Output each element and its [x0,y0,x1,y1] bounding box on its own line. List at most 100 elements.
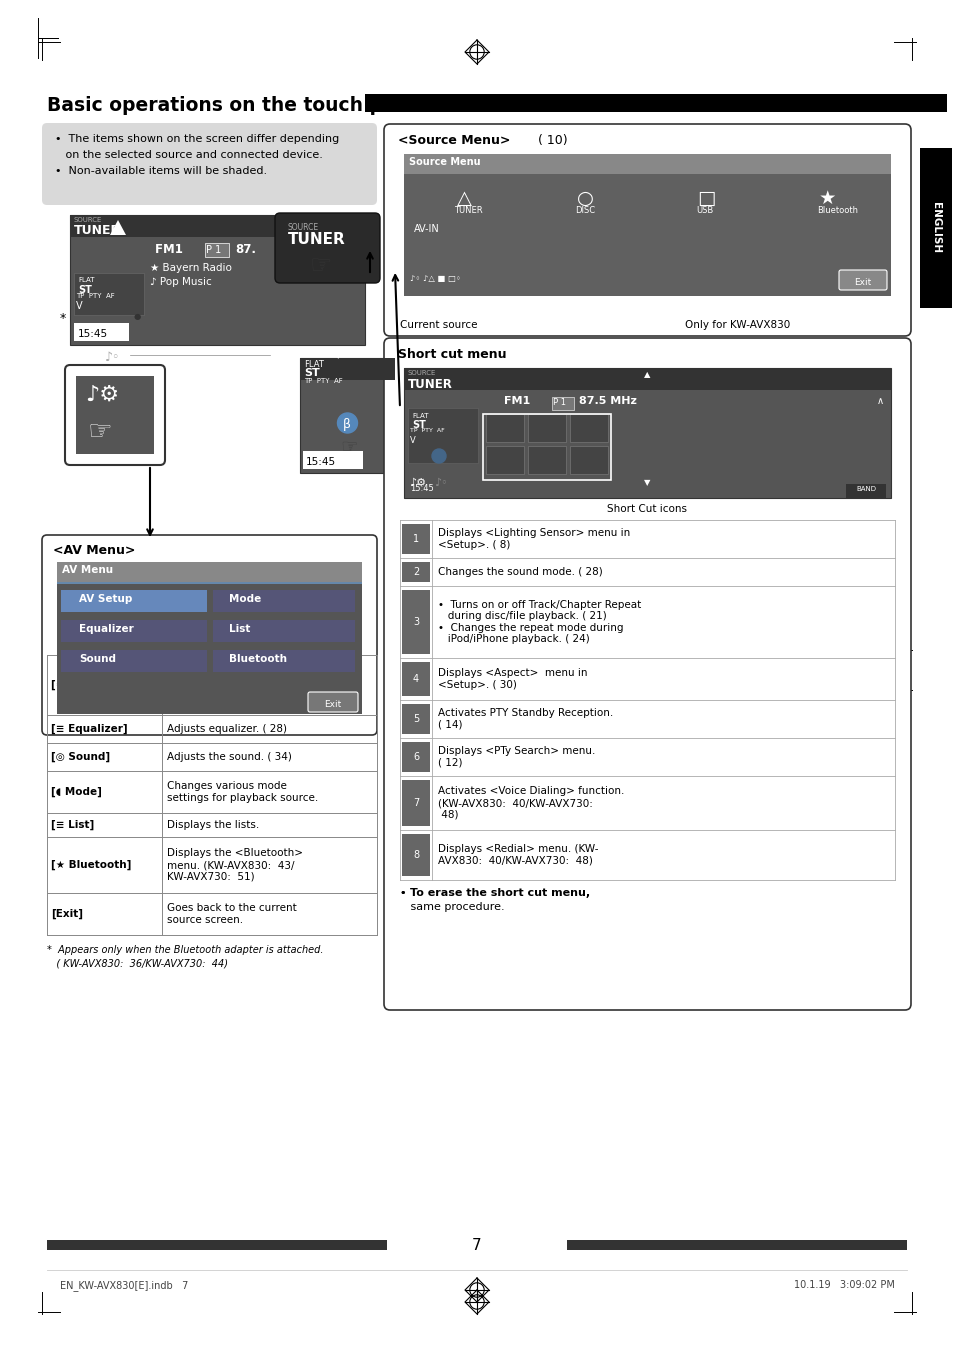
Circle shape [337,413,357,433]
Text: FLAT: FLAT [78,278,94,283]
Text: 2: 2 [413,567,418,577]
Text: ST: ST [412,420,425,431]
Text: Changes various mode
settings for playback source.: Changes various mode settings for playba… [167,781,318,803]
Text: □: □ [696,188,715,207]
Text: Adjusts equalizer. ( 28): Adjusts equalizer. ( 28) [167,724,287,734]
Text: ♪⚙: ♪⚙ [85,385,119,405]
Text: ★: ★ [818,188,835,207]
Text: Goes back to the current
source screen.: Goes back to the current source screen. [167,903,296,925]
Text: β: β [342,418,350,431]
Text: Displays <PTy Search> menu.
( 12): Displays <PTy Search> menu. ( 12) [437,746,595,768]
Text: ♪◦: ♪◦ [105,351,120,364]
Text: ♪◦: ♪◦ [434,478,447,487]
Text: Sound: Sound [79,654,116,663]
FancyBboxPatch shape [838,269,886,290]
FancyBboxPatch shape [384,338,910,1010]
Text: Source Menu: Source Menu [409,157,480,167]
Text: ☞: ☞ [88,418,112,445]
Text: USB: USB [696,206,713,215]
Text: 1: 1 [413,533,418,544]
Bar [299,357,395,473]
Bar [569,445,607,474]
Text: 5: 5 [413,714,418,724]
Text: Adjusts the sound. ( 34): Adjusts the sound. ( 34) [167,751,292,762]
Text: on the selected source and connected device.: on the selected source and connected dev… [55,150,322,160]
Text: 15:45: 15:45 [410,483,434,493]
Text: ●: ● [133,311,141,321]
Bar [845,483,885,498]
FancyBboxPatch shape [42,535,376,735]
Text: Mode: Mode [229,594,261,604]
Text: AV-IN: AV-IN [414,223,439,234]
Text: V: V [410,436,416,445]
Text: ♪◦ ♪△ ■ □◦: ♪◦ ♪△ ■ □◦ [410,274,460,283]
Text: BAND: BAND [316,351,336,357]
Text: •  The items shown on the screen differ depending: • The items shown on the screen differ d… [55,134,339,144]
Text: ☞: ☞ [310,255,332,278]
Text: △: △ [456,188,471,207]
Text: FM1: FM1 [503,395,537,406]
Bar [566,1240,906,1250]
Text: ○: ○ [576,188,593,207]
Text: [◎ Sound]: [◎ Sound] [51,751,110,762]
Text: SOURCE: SOURCE [408,370,436,376]
Bar [213,650,355,672]
Bar [919,148,951,307]
Bar [401,590,430,654]
Text: [≡ List]: [≡ List] [51,821,94,830]
Text: *: * [60,311,66,325]
Bar [485,414,523,441]
Bar [57,582,361,584]
Bar [527,414,565,441]
Text: Equalizer: Equalizer [79,624,133,634]
Bar [482,414,610,481]
Text: BAND: BAND [855,486,875,492]
Bar [57,562,361,582]
Text: Displays the lists.: Displays the lists. [167,821,259,830]
Text: 87.5 MHz: 87.5 MHz [578,395,637,406]
Text: Basic operations on the touch panel: Basic operations on the touch panel [47,96,428,115]
Text: same procedure.: same procedure. [399,902,504,913]
Text: 4: 4 [413,674,418,684]
Text: Only for KW-AVX830: Only for KW-AVX830 [684,320,789,330]
Text: 15:45: 15:45 [306,458,335,467]
Text: ST: ST [78,284,91,295]
Text: AV Setup: AV Setup [79,594,132,604]
Bar [74,274,144,315]
Bar [401,780,430,826]
Bar [76,376,153,454]
Text: Displays the <Bluetooth>
menu. (KW-AVX830:  43/
KW-AVX730:  51): Displays the <Bluetooth> menu. (KW-AVX83… [167,849,303,881]
Bar [213,620,355,642]
Bar [403,368,890,390]
Text: •: • [399,888,413,898]
Text: ▼: ▼ [643,478,650,487]
Text: ∧: ∧ [876,395,883,406]
Text: Displays <Aspect>  menu in
<Setup>. ( 30): Displays <Aspect> menu in <Setup>. ( 30) [437,669,587,689]
Text: 3: 3 [413,617,418,627]
Text: FLAT: FLAT [412,413,428,418]
Text: Exit: Exit [854,278,871,287]
Text: ♪⚙: ♪⚙ [409,478,426,487]
Text: TUNER: TUNER [454,206,482,215]
Bar [74,324,129,341]
Bar [569,414,607,441]
Polygon shape [110,219,126,236]
Bar [552,397,574,410]
Bar [61,620,207,642]
Text: •: • [399,888,413,898]
Text: *  Appears only when the Bluetooth adapter is attached.: * Appears only when the Bluetooth adapte… [47,945,323,955]
Bar [527,445,565,474]
Text: [⚙ AV Setup]: [⚙ AV Setup] [51,680,127,691]
Text: Changes various settings of
the system, sources, etc.
( 29): Changes various settings of the system, … [167,669,313,701]
Text: Displays <Lighting Sensor> menu in
<Setup>. ( 8): Displays <Lighting Sensor> menu in <Setu… [437,528,630,550]
Text: Short cut menu: Short cut menu [397,348,506,362]
Text: TP  PTY  AF: TP PTY AF [76,292,114,299]
Bar [403,154,890,297]
FancyBboxPatch shape [274,213,379,283]
Text: 15:45: 15:45 [78,329,108,338]
Text: ( KW-AVX830:  36/KW-AVX730:  44): ( KW-AVX830: 36/KW-AVX730: 44) [47,959,228,968]
Text: ▲: ▲ [643,370,650,379]
Bar [401,742,430,772]
Text: Activates PTY Standby Reception.
( 14): Activates PTY Standby Reception. ( 14) [437,708,613,730]
Bar [365,93,946,112]
